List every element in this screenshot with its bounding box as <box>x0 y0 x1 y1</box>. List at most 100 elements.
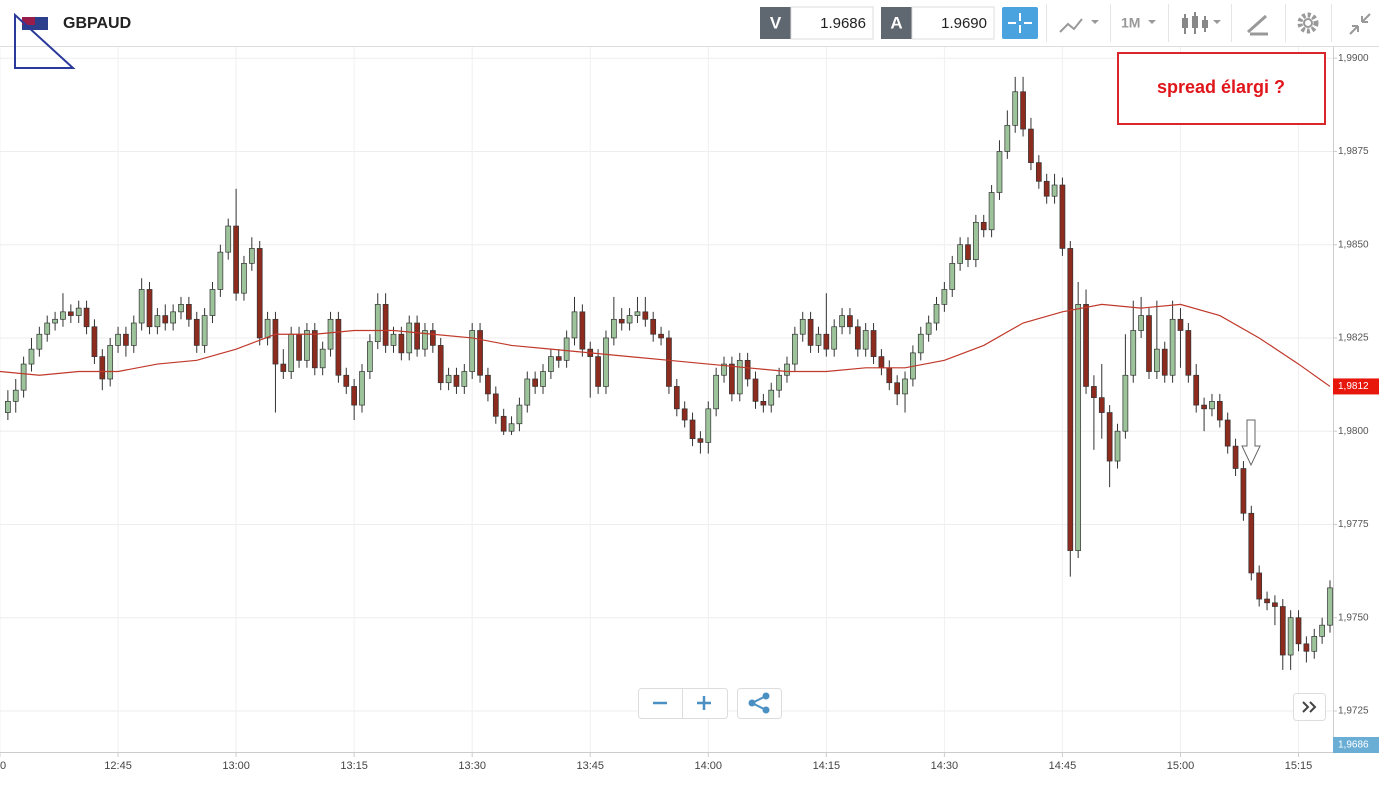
candle-body <box>91 326 98 357</box>
candle-body <box>1256 572 1263 600</box>
candle-body <box>264 318 271 339</box>
candle-body <box>949 262 956 290</box>
candle-body <box>1122 374 1129 432</box>
candle-body <box>610 318 617 339</box>
candle-body <box>154 315 161 328</box>
x-tick-label: 15:00 <box>1167 760 1195 772</box>
dropdown-caret <box>1148 20 1156 24</box>
chart-type-icon[interactable] <box>1059 18 1083 33</box>
candle-body <box>516 404 523 425</box>
timeframe[interactable]: 1M <box>1121 15 1140 31</box>
candle-body <box>713 374 720 410</box>
candle-body <box>1075 304 1082 551</box>
candle-body <box>1209 401 1215 410</box>
collapse-icon[interactable] <box>1349 13 1371 35</box>
candle-body <box>138 289 145 324</box>
candle-body <box>414 322 420 350</box>
candle-body <box>1083 304 1089 387</box>
ask-box[interactable] <box>911 6 995 40</box>
candle-body <box>603 337 609 387</box>
x-tick-label: 14:30 <box>931 760 959 772</box>
candle-body <box>75 307 82 316</box>
candle-body <box>44 322 51 335</box>
candle-body <box>792 333 798 365</box>
candle-body <box>1248 512 1255 574</box>
candle-body <box>1311 636 1318 652</box>
candle-body <box>626 315 633 324</box>
candle-body <box>839 315 845 328</box>
candle-body <box>571 311 578 339</box>
candle-body <box>485 374 491 395</box>
candle-body <box>524 378 531 406</box>
flag-icon <box>22 17 35 25</box>
candle-body <box>1035 162 1042 182</box>
candle-body <box>83 307 90 328</box>
settings-icon <box>1303 18 1313 28</box>
candle-body <box>917 333 924 354</box>
candle-body <box>540 371 546 387</box>
candle-body <box>1201 404 1207 410</box>
candle-body <box>115 333 121 346</box>
ask-label-bg[interactable] <box>881 7 912 39</box>
candle-body <box>146 289 153 328</box>
candle-body <box>886 367 893 384</box>
candle-body <box>1043 180 1050 197</box>
candle-body <box>807 318 814 346</box>
candle-body <box>1004 124 1011 152</box>
moving-average <box>0 303 1331 387</box>
candle-body <box>335 318 342 376</box>
candle-body <box>36 333 43 350</box>
candle-body <box>666 337 672 387</box>
candle-body <box>1224 419 1231 447</box>
y-tick-label: 1,9775 <box>1338 519 1369 530</box>
settings-icon[interactable] <box>1297 12 1319 34</box>
bid-box[interactable] <box>790 6 874 40</box>
candle-body <box>776 374 782 391</box>
scroll-end-button[interactable] <box>1293 693 1326 721</box>
candle-body <box>508 423 515 432</box>
bid-label: V <box>770 13 782 32</box>
candle-body <box>744 359 751 380</box>
arrow-down <box>1241 419 1261 467</box>
draw-icon[interactable] <box>1247 14 1268 36</box>
candle-body <box>398 333 405 354</box>
candle-body <box>123 333 129 346</box>
candle-body <box>107 345 114 380</box>
candle-body <box>453 374 460 387</box>
candle-body <box>1130 330 1137 376</box>
candle-body <box>925 322 932 335</box>
candle-body <box>729 363 735 395</box>
candle-body <box>1012 91 1019 126</box>
candle-body <box>996 151 1003 193</box>
candle-body <box>1177 318 1184 331</box>
candle-body <box>1138 315 1144 331</box>
candle-body <box>980 221 987 231</box>
bid-label-bg[interactable] <box>760 7 791 39</box>
candle-body <box>1091 386 1097 398</box>
candle-body <box>130 322 137 346</box>
candle-body <box>28 348 35 365</box>
candle-body <box>878 356 885 369</box>
candles-icon <box>1182 18 1188 28</box>
drawn-triangle <box>14 12 76 69</box>
share-button[interactable] <box>737 688 782 719</box>
annotation: spread élargi ? <box>1157 77 1285 97</box>
crosshair-button[interactable] <box>1002 7 1038 39</box>
candle-body <box>634 311 641 316</box>
candle-body <box>225 225 232 253</box>
candle-body <box>311 330 318 369</box>
candle-body <box>359 371 365 406</box>
x-tick-label: 13:30 <box>458 760 486 772</box>
candle-body <box>1272 602 1278 607</box>
candle-body <box>697 438 704 443</box>
candle-body <box>847 315 853 328</box>
candle-body <box>1319 624 1325 637</box>
candle-body <box>705 408 712 443</box>
candle-body <box>201 315 208 346</box>
toolbar-bg <box>0 0 1379 47</box>
candle-body <box>1295 617 1302 645</box>
zoom-in[interactable] <box>697 696 711 710</box>
candle-body <box>437 345 444 384</box>
candle-body <box>902 378 908 395</box>
candle-body <box>280 363 287 372</box>
